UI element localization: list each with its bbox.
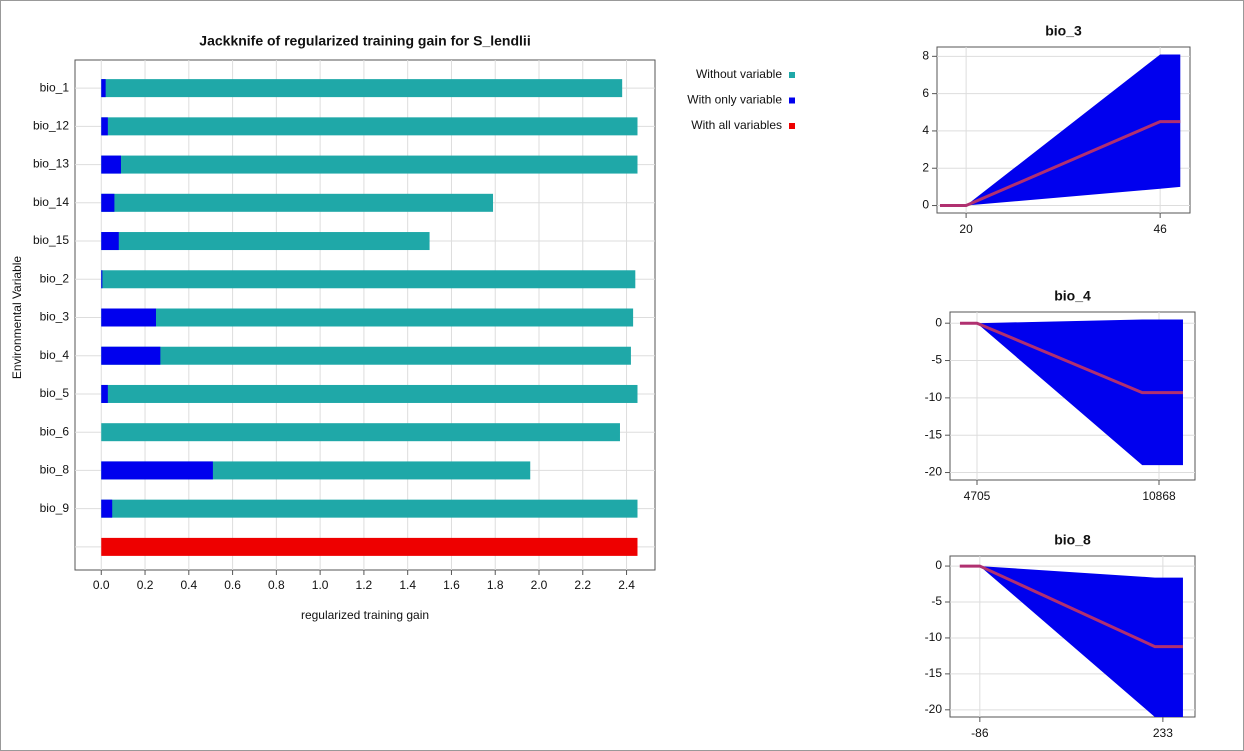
bar (101, 423, 620, 442)
x-tick-label: 1.2 (356, 578, 373, 592)
bar (101, 117, 638, 136)
y-tick-label: -10 (925, 390, 943, 404)
bar (101, 232, 119, 251)
x-tick-label: 10868 (1142, 489, 1176, 503)
chart-title: bio_3 (1045, 23, 1082, 39)
y-tick-label: 2 (922, 160, 929, 174)
bar (101, 537, 638, 556)
mean-line (959, 564, 1183, 649)
bar (101, 499, 638, 518)
bar (101, 384, 638, 403)
y-tick-label: -15 (925, 427, 943, 441)
chart-title: bio_4 (1054, 288, 1091, 304)
y-tick-label: 0 (922, 198, 929, 212)
x-tick-label: 1.6 (443, 578, 460, 592)
bar (101, 384, 108, 403)
x-tick-label: 1.0 (312, 578, 329, 592)
x-tick-label: 1.4 (399, 578, 416, 592)
bar (101, 308, 634, 327)
x-tick-label: 0.2 (137, 578, 154, 592)
y-tick-label: bio_4 (40, 348, 70, 362)
bar (101, 232, 430, 251)
y-tick-label: bio_1 (40, 80, 70, 94)
x-tick-label: 0.4 (180, 578, 197, 592)
y-tick-label: bio_12 (33, 119, 69, 133)
bar (101, 270, 636, 289)
band (939, 54, 1181, 206)
x-tick-label: 233 (1153, 726, 1173, 740)
bar (101, 155, 121, 174)
x-tick-label: 2.0 (531, 578, 548, 592)
bar (101, 270, 103, 289)
legend-swatch (789, 123, 795, 129)
mean-line (939, 120, 1181, 208)
chart-title: bio_8 (1054, 532, 1091, 548)
x-tick-label: 1.8 (487, 578, 504, 592)
x-tick-label: 4705 (964, 489, 991, 503)
y-tick-label: -5 (931, 353, 942, 367)
bar (101, 79, 106, 98)
x-tick-label: 46 (1153, 222, 1167, 236)
y-tick-label: bio_2 (40, 271, 70, 285)
bar (101, 346, 161, 365)
bar (101, 308, 156, 327)
bar (101, 79, 623, 98)
legend-swatch (789, 72, 795, 78)
bar (101, 193, 494, 212)
x-tick-label: 2.2 (574, 578, 591, 592)
bar (101, 346, 631, 365)
y-tick-label: bio_5 (40, 386, 70, 400)
y-tick-label: -5 (931, 594, 942, 608)
y-tick-label: -15 (925, 666, 943, 680)
x-tick-label: 0.0 (93, 578, 110, 592)
band (960, 319, 1183, 466)
y-tick-label: 0 (935, 315, 942, 329)
x-tick-label: -86 (971, 726, 989, 740)
legend-label: With only variable (687, 93, 782, 107)
x-axis-label: regularized training gain (301, 608, 429, 622)
y-axis-label: Environmental Variable (10, 256, 24, 380)
legend-swatch (789, 97, 795, 104)
bar (101, 193, 115, 212)
chart-title: Jackknife of regularized training gain f… (199, 33, 530, 49)
legend-label: With all variables (691, 118, 782, 132)
x-tick-label: 0.8 (268, 578, 285, 592)
y-tick-label: bio_14 (33, 195, 69, 209)
y-tick-label: bio_15 (33, 233, 69, 247)
y-tick-label: 4 (922, 123, 929, 137)
mean-line (960, 321, 1183, 395)
x-tick-label: 0.6 (224, 578, 241, 592)
y-tick-label: bio_13 (33, 157, 69, 171)
legend-label: Without variable (696, 67, 782, 81)
y-tick-label: -20 (925, 702, 943, 716)
y-tick-label: -20 (925, 465, 943, 479)
y-tick-label: -10 (925, 630, 943, 644)
bar (101, 499, 113, 518)
band (959, 566, 1183, 717)
y-tick-label: bio_9 (40, 501, 70, 515)
bar (101, 155, 638, 174)
y-tick-label: bio_6 (40, 424, 70, 438)
bar (101, 117, 108, 136)
bar (101, 461, 213, 480)
x-tick-label: 20 (959, 222, 973, 236)
y-tick-label: 0 (935, 558, 942, 572)
y-tick-label: bio_8 (40, 463, 70, 477)
x-tick-label: 2.4 (618, 578, 635, 592)
y-tick-label: 8 (922, 48, 929, 62)
y-tick-label: 6 (922, 86, 929, 100)
y-tick-label: bio_3 (40, 310, 70, 324)
